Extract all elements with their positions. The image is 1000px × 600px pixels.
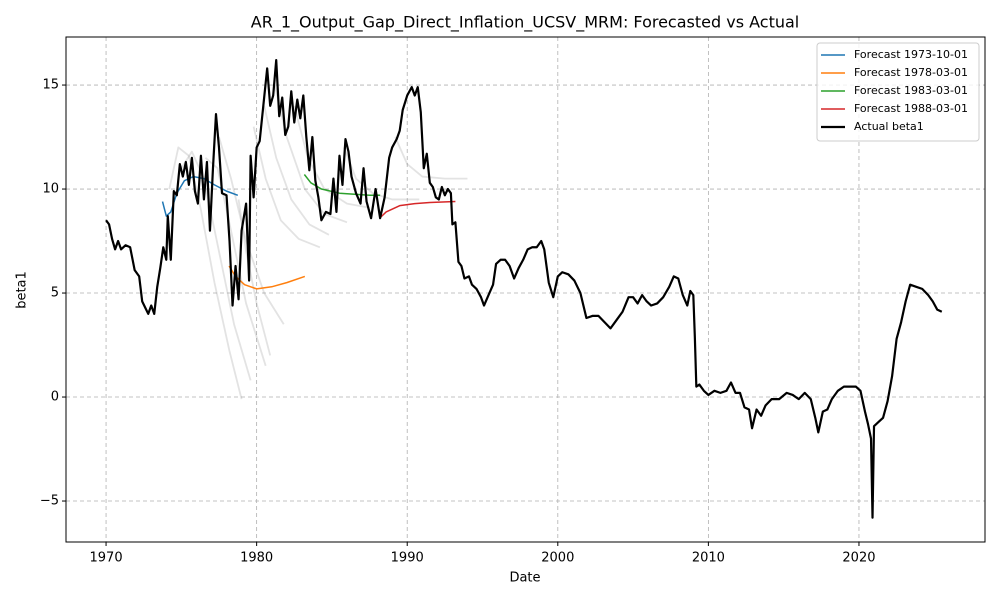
- background-line: [218, 136, 285, 325]
- legend-label: Forecast 1983-03-01: [854, 84, 968, 97]
- background-line: [343, 147, 420, 201]
- x-axis-label: Date: [509, 571, 540, 586]
- series-line: [379, 200, 456, 219]
- y-axis-label: beta1: [15, 271, 30, 309]
- x-tick-label: 2020: [842, 551, 875, 566]
- series-line: [303, 174, 381, 197]
- y-tick-label: 0: [51, 390, 59, 405]
- x-tick-label: 2000: [541, 551, 574, 566]
- legend-box: [816, 42, 980, 142]
- series-line: [105, 58, 943, 519]
- y-tick-label: 5: [51, 286, 59, 301]
- legend: Forecast 1973-10-01 Forecast 1978-03-01 Fo…: [816, 42, 980, 142]
- chart-title: AR_1_Output_Gap_Direct_Inflation_UCSV_MR…: [251, 13, 799, 33]
- legend-label: Forecast 1978-03-01: [854, 66, 968, 79]
- background-line: [263, 105, 330, 236]
- x-tick-label: 1990: [391, 551, 424, 566]
- background-line: [168, 146, 243, 400]
- y-tick-label: 15: [42, 78, 59, 93]
- background-line: [252, 126, 321, 249]
- legend-label: Forecast 1973-10-01: [854, 48, 968, 61]
- plot-frame: [65, 36, 986, 543]
- background-line: [273, 84, 348, 224]
- x-tick-label: 2010: [692, 551, 725, 566]
- background-line: [394, 136, 468, 180]
- y-tick-label: 10: [42, 182, 59, 197]
- legend-label: Forecast 1988-03-01: [854, 102, 968, 115]
- y-tick-label: −5: [40, 494, 59, 509]
- x-tick-label: 1980: [240, 551, 273, 566]
- legend-label: Actual beta1: [854, 120, 924, 133]
- x-tick-label: 1970: [90, 551, 123, 566]
